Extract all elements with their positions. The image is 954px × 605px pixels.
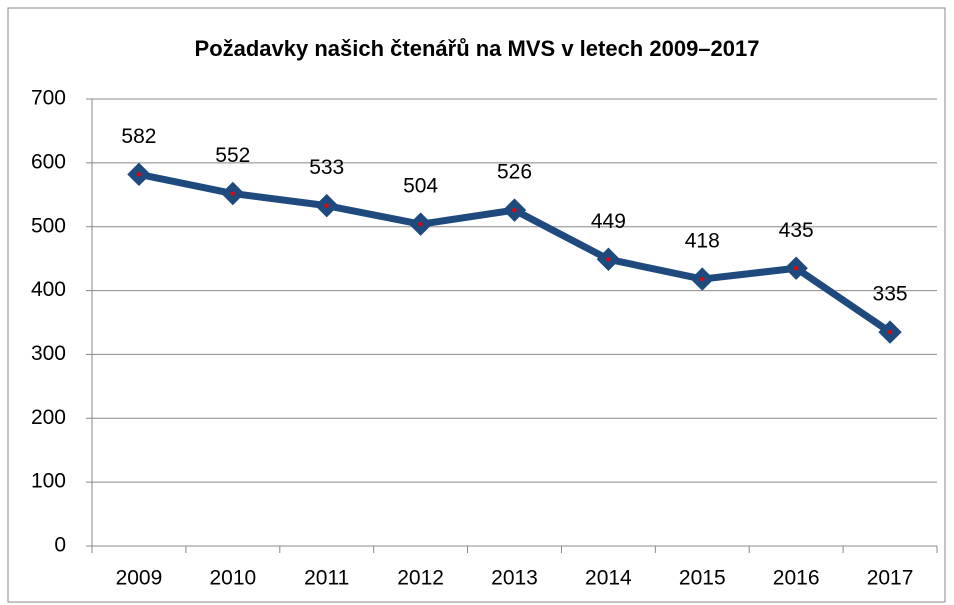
marker-dot [888, 330, 893, 335]
y-tick-label: 300 [31, 342, 66, 365]
x-tick-label: 2017 [867, 567, 914, 590]
y-tick-label: 600 [31, 150, 66, 173]
x-tick-label: 2011 [304, 567, 349, 590]
x-tick-label: 2013 [491, 567, 538, 590]
data-label: 504 [403, 175, 438, 198]
marker-dot [230, 191, 235, 196]
marker-dot [324, 203, 329, 208]
data-label: 582 [121, 125, 156, 148]
y-tick-label: 0 [54, 534, 66, 557]
data-label: 418 [685, 230, 720, 253]
x-tick-label: 2015 [679, 567, 726, 590]
data-label: 335 [873, 283, 908, 306]
data-label: 435 [779, 219, 814, 242]
x-tick-label: 2010 [209, 567, 256, 590]
y-tick-label: 100 [31, 470, 66, 493]
x-tick-label: 2012 [397, 567, 444, 590]
marker-dot [700, 277, 705, 282]
y-tick-label: 200 [31, 406, 66, 429]
data-label: 552 [215, 144, 250, 167]
data-label: 533 [309, 156, 344, 179]
marker-dot [794, 266, 799, 271]
chart-frame [7, 7, 946, 603]
marker-dot [512, 208, 517, 213]
y-tick-label: 700 [31, 87, 66, 110]
x-tick-label: 2014 [585, 567, 632, 590]
chart-title: Požadavky našich čtenářů na MVS v letech… [195, 36, 760, 61]
marker-dot [418, 222, 423, 227]
marker-dot [136, 172, 141, 177]
x-tick-label: 2016 [773, 567, 820, 590]
data-label: 526 [497, 161, 532, 184]
y-tick-label: 400 [31, 278, 66, 301]
data-label: 449 [591, 210, 626, 233]
x-tick-label: 2009 [116, 567, 163, 590]
marker-dot [606, 257, 611, 262]
y-tick-label: 500 [31, 214, 66, 237]
